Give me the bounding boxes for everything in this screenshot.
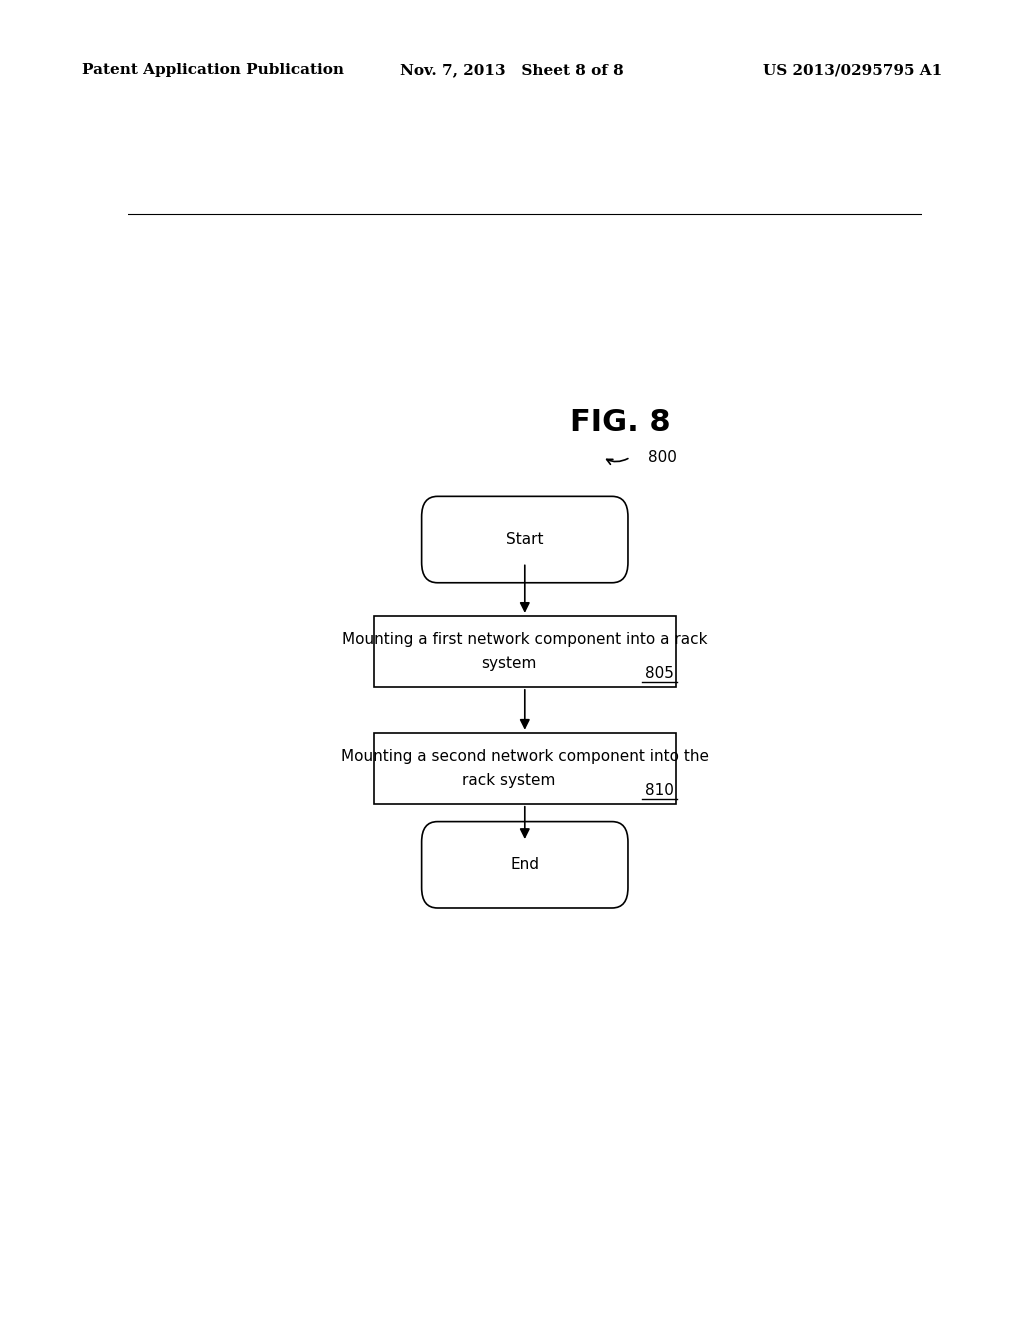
Text: Mounting a second network component into the: Mounting a second network component into… xyxy=(341,748,709,763)
Text: system: system xyxy=(481,656,537,671)
Text: Start: Start xyxy=(506,532,544,546)
Text: rack system: rack system xyxy=(462,774,556,788)
Text: FIG. 8: FIG. 8 xyxy=(569,408,671,437)
Text: End: End xyxy=(510,857,540,873)
Text: Nov. 7, 2013   Sheet 8 of 8: Nov. 7, 2013 Sheet 8 of 8 xyxy=(400,63,624,78)
FancyBboxPatch shape xyxy=(422,496,628,582)
Text: 805: 805 xyxy=(645,667,674,681)
Bar xyxy=(374,615,676,686)
Text: 810: 810 xyxy=(645,783,674,799)
Text: Mounting a first network component into a rack: Mounting a first network component into … xyxy=(342,632,708,647)
Text: Patent Application Publication: Patent Application Publication xyxy=(82,63,344,78)
FancyBboxPatch shape xyxy=(422,821,628,908)
Text: US 2013/0295795 A1: US 2013/0295795 A1 xyxy=(763,63,942,78)
Text: 800: 800 xyxy=(648,450,677,465)
Bar xyxy=(374,733,676,804)
